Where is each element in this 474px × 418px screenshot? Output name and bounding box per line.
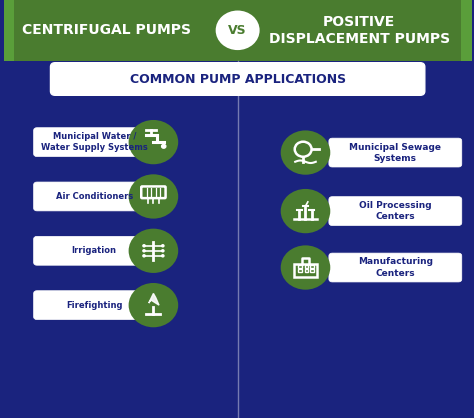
FancyBboxPatch shape (34, 128, 155, 157)
Circle shape (143, 255, 145, 257)
FancyBboxPatch shape (34, 182, 155, 211)
FancyBboxPatch shape (329, 138, 462, 167)
Circle shape (128, 283, 178, 327)
FancyBboxPatch shape (461, 0, 472, 61)
FancyBboxPatch shape (329, 253, 462, 282)
Circle shape (128, 120, 178, 164)
Circle shape (143, 245, 145, 247)
Circle shape (162, 250, 164, 252)
Circle shape (281, 245, 330, 290)
Circle shape (162, 145, 166, 148)
Circle shape (128, 229, 178, 273)
Text: COMMON PUMP APPLICATIONS: COMMON PUMP APPLICATIONS (129, 72, 346, 86)
Circle shape (162, 255, 164, 257)
FancyBboxPatch shape (4, 0, 14, 61)
Text: Oil Processing
Centers: Oil Processing Centers (359, 201, 432, 221)
Circle shape (128, 174, 178, 219)
Text: Firefighting: Firefighting (66, 301, 122, 310)
FancyBboxPatch shape (4, 0, 472, 61)
Text: POSITIVE
DISPLACEMENT PUMPS: POSITIVE DISPLACEMENT PUMPS (269, 15, 450, 46)
Text: Irrigation: Irrigation (72, 246, 117, 255)
Circle shape (217, 12, 258, 48)
Circle shape (162, 245, 164, 247)
FancyBboxPatch shape (50, 63, 425, 95)
Text: Air Conditioners: Air Conditioners (55, 192, 133, 201)
Text: Municipal Sewage
Systems: Municipal Sewage Systems (349, 143, 441, 163)
Text: Municipal Water /
Water Supply Systems: Municipal Water / Water Supply Systems (41, 132, 147, 152)
Circle shape (281, 189, 330, 233)
FancyBboxPatch shape (34, 291, 155, 319)
Text: Manufacturing
Centers: Manufacturing Centers (358, 257, 433, 278)
Text: VS: VS (228, 24, 247, 37)
Circle shape (143, 250, 145, 252)
FancyBboxPatch shape (34, 236, 155, 265)
Polygon shape (149, 293, 159, 305)
Circle shape (281, 130, 330, 175)
FancyBboxPatch shape (329, 197, 462, 226)
Text: CENTRIFUGAL PUMPS: CENTRIFUGAL PUMPS (22, 23, 191, 37)
